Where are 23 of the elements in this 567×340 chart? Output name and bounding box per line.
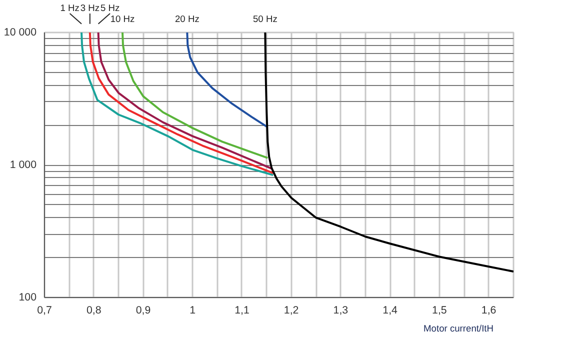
x-tick-label: 0,8 xyxy=(86,304,102,316)
text: 3 Hz xyxy=(80,2,100,13)
x-tick-label: 1,6 xyxy=(481,304,496,316)
series-label: 10 Hz xyxy=(110,14,136,24)
text: 1 Hz xyxy=(60,2,80,13)
x-axis-title: Motor current/ItH xyxy=(424,324,494,334)
series-label: 50 Hz xyxy=(252,14,278,24)
x-tick-label: 1,2 xyxy=(284,304,299,316)
x-tick-label: 1,4 xyxy=(382,304,398,316)
y-tick-label: 1 000 xyxy=(10,159,37,171)
x-tick-label: 1 xyxy=(190,304,196,316)
x-tick-label: 1,1 xyxy=(234,304,250,316)
x-tick-label: 1,3 xyxy=(333,304,348,316)
series-label: 20 Hz xyxy=(174,14,200,24)
line-series xyxy=(122,32,269,159)
x-tick-label: 0,7 xyxy=(37,304,52,316)
x-tick-label: 1,5 xyxy=(432,304,447,316)
text: 5 Hz xyxy=(100,2,120,13)
x-tick-label: 0,9 xyxy=(136,304,151,316)
line-series xyxy=(186,32,268,128)
y-tick-label: 100 xyxy=(18,292,37,304)
line-series xyxy=(264,32,514,273)
y-tick-label: 10 000 xyxy=(4,26,37,38)
